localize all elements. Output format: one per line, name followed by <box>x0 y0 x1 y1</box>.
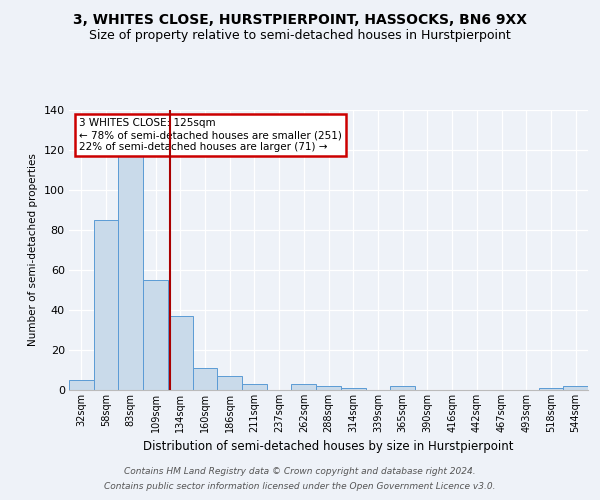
Text: Size of property relative to semi-detached houses in Hurstpierpoint: Size of property relative to semi-detach… <box>89 29 511 42</box>
Text: Contains public sector information licensed under the Open Government Licence v3: Contains public sector information licen… <box>104 482 496 491</box>
Text: Contains HM Land Registry data © Crown copyright and database right 2024.: Contains HM Land Registry data © Crown c… <box>124 467 476 476</box>
Text: 3 WHITES CLOSE: 125sqm
← 78% of semi-detached houses are smaller (251)
22% of se: 3 WHITES CLOSE: 125sqm ← 78% of semi-det… <box>79 118 342 152</box>
Bar <box>316 386 341 390</box>
Bar <box>292 384 316 390</box>
Bar <box>242 384 267 390</box>
Bar <box>341 388 365 390</box>
Bar <box>217 376 242 390</box>
Y-axis label: Number of semi-detached properties: Number of semi-detached properties <box>28 154 38 346</box>
X-axis label: Distribution of semi-detached houses by size in Hurstpierpoint: Distribution of semi-detached houses by … <box>143 440 514 454</box>
Bar <box>193 368 217 390</box>
Bar <box>539 388 563 390</box>
Bar <box>563 386 588 390</box>
Bar <box>94 220 118 390</box>
Text: 3, WHITES CLOSE, HURSTPIERPOINT, HASSOCKS, BN6 9XX: 3, WHITES CLOSE, HURSTPIERPOINT, HASSOCK… <box>73 12 527 26</box>
Bar <box>69 380 94 390</box>
Bar <box>390 386 415 390</box>
Bar <box>118 130 143 390</box>
Bar <box>143 280 168 390</box>
Bar <box>168 316 193 390</box>
